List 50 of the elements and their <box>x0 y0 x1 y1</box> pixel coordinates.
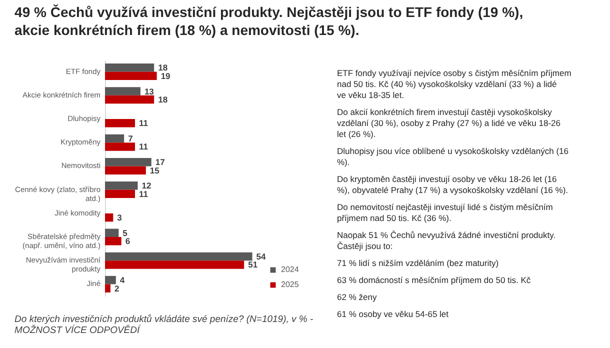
bar <box>105 142 135 151</box>
text: Naopak 51 % Čechů nevyužívá žádné investiční produkty. Častěji jsou to: <box>337 230 556 251</box>
bar <box>105 72 157 80</box>
bar <box>105 276 116 284</box>
text: Do kterých investičních produktů vkládáte své peníze? (N=1019), v % - MOŽNOST VÍCE ODPOVĚDÍ <box>14 314 314 336</box>
text: Dluhopisy jsou více oblíbené u vysokoškolsky vzdělaných (16 %). <box>337 146 569 167</box>
bar <box>105 182 138 190</box>
data-label: 54 <box>256 251 266 262</box>
text: 61 % osoby ve věku 54-65 let <box>337 309 450 319</box>
data-label: 7 <box>128 133 134 144</box>
text: ETF fondy využívají nejvíce osoby s čistým měsíčním příjmem nad 50 tis. Kč (40 %) vysokoškolsky vzdělaní (33 %) a lidé ve věku 18-35 let. <box>337 68 572 100</box>
chart-title: 49 % Čechů využívá investiční produkty. Nejčastěji jsou to ETF fondy (19 %), akcie konkrétních firem (18 %) a nemovitosti (15 %). <box>14 4 524 38</box>
text: 63 % domácností s měsíčním příjmem do 50 tis. Kč <box>337 275 532 285</box>
bar <box>105 213 114 222</box>
bar <box>105 64 154 72</box>
bar <box>105 166 146 174</box>
text: Do kryptoměn častěji investují osoby ve věku 18-26 let (16 %), obyvatelé Prahy (17 %) a vysokoškolsky vzdělaní (16 %). <box>337 174 568 195</box>
bar <box>105 228 119 237</box>
bar <box>105 158 152 166</box>
text: Do akcií konkrétních firem investují častěji vysokoškolsky vzdělaní (30 %), osoby z Prahy (27 %) a lidé ve věku 18-26 let (26 %). <box>337 107 561 139</box>
data-label: 11 <box>139 118 148 128</box>
bar <box>105 190 135 198</box>
legend-label: 2025 <box>281 280 300 289</box>
bar <box>105 284 110 292</box>
bar <box>105 134 124 143</box>
data-label: 5 <box>122 228 128 238</box>
data-label: 17 <box>155 157 166 168</box>
data-label: 3 <box>117 212 122 223</box>
text: 62 % ženy <box>337 292 378 302</box>
data-label: 11 <box>139 142 148 152</box>
data-label: 12 <box>142 180 152 191</box>
data-label: 18 <box>158 62 168 73</box>
data-label: 51 <box>248 260 258 270</box>
bar <box>105 87 140 96</box>
bar <box>105 95 154 104</box>
text: 71 % lidí s nižším vzděláním (bez maturity) <box>337 258 499 268</box>
bar <box>105 252 252 261</box>
data-label: 4 <box>120 275 125 286</box>
legend-label: 2024 <box>281 265 300 274</box>
bar <box>105 119 135 128</box>
data-label: 2 <box>114 283 120 294</box>
text: Do nemovitostí nejčastěji investují lidé s čistým měsíčním příjmem nad 50 tis. Kč (36 %). <box>337 202 553 223</box>
data-label: 13 <box>144 86 154 96</box>
data-label: 11 <box>139 188 148 199</box>
data-label: 15 <box>150 165 160 176</box>
bar <box>105 260 244 269</box>
data-label: 18 <box>158 94 168 105</box>
data-label: 6 <box>125 236 130 246</box>
data-label: 19 <box>160 70 171 81</box>
bar <box>105 237 122 246</box>
